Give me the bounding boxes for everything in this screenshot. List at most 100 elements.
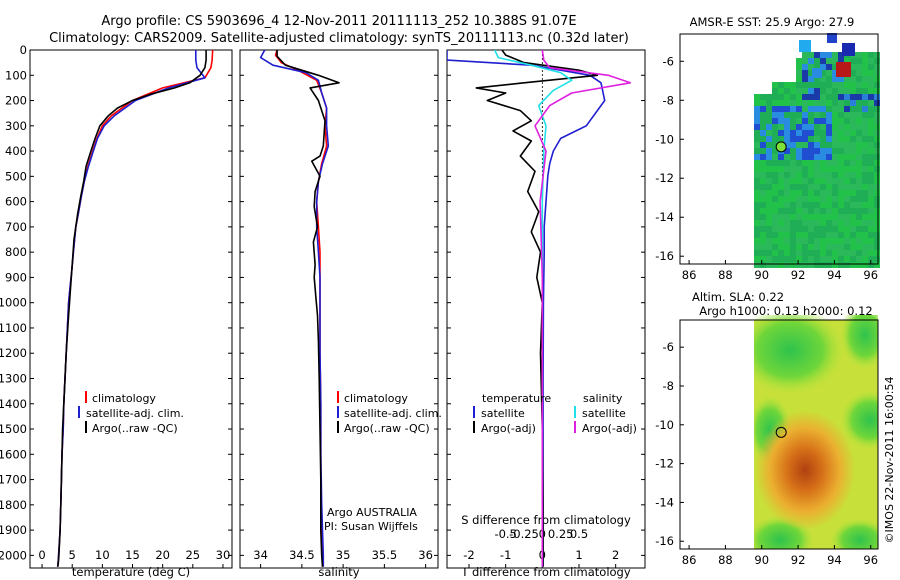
sst-cell <box>766 256 772 262</box>
sst-cell <box>820 76 826 82</box>
sst-cell <box>836 62 851 77</box>
sst-cell <box>850 178 856 184</box>
sst-cell <box>856 58 862 64</box>
sst-cell <box>808 112 814 118</box>
sst-cell <box>760 190 766 196</box>
sst-cell <box>784 190 790 196</box>
map-x-tick-label: 88 <box>718 268 733 282</box>
sst-cell <box>772 100 778 106</box>
sst-cell <box>874 148 880 154</box>
sst-cell <box>802 58 808 64</box>
annotation-program: Argo AUSTRALIA <box>327 506 417 519</box>
sst-cell <box>772 148 778 154</box>
sst-cell <box>832 190 838 196</box>
sst-cell <box>760 166 766 172</box>
sst-cell <box>772 262 778 268</box>
sst-cell <box>844 154 850 160</box>
sst-cell <box>850 226 856 232</box>
sst-cell <box>778 208 784 214</box>
sst-cell <box>766 262 772 268</box>
sst-cell <box>784 244 790 250</box>
sst-cell <box>784 88 790 94</box>
sla-map-y-ticks: -6 -8 -10 -12 -14 -16 <box>655 340 684 548</box>
sst-cell <box>856 118 862 124</box>
sst-cell <box>802 88 808 94</box>
sst-cell <box>832 238 838 244</box>
sst-cell <box>874 238 880 244</box>
depth-tick-label: 1800 <box>0 498 27 512</box>
sst-cell <box>844 202 850 208</box>
sst-cell <box>808 196 814 202</box>
sst-cell <box>868 148 874 154</box>
sst-cell <box>760 214 766 220</box>
sst-cell <box>784 94 790 100</box>
x-tick-label: 34.5 <box>289 548 315 562</box>
sst-cell <box>778 226 784 232</box>
sst-cell <box>802 256 808 262</box>
sst-cell <box>802 232 808 238</box>
sst-cell <box>808 166 814 172</box>
sst-cell <box>766 220 772 226</box>
sst-cell <box>838 148 844 154</box>
sst-cell <box>802 172 808 178</box>
sst-cell <box>832 172 838 178</box>
sst-cell <box>778 262 784 268</box>
sst-cell <box>832 196 838 202</box>
sst-cell <box>820 82 826 88</box>
sst-cell <box>808 250 814 256</box>
sst-cell <box>856 256 862 262</box>
sst-cell <box>796 100 802 106</box>
sst-cell <box>838 220 844 226</box>
depth-tick-label: 400 <box>5 144 27 158</box>
sst-cell <box>844 100 850 106</box>
difference-salinity-legend: salinity satellite Argo(-adj) <box>574 392 637 435</box>
sst-cell <box>796 178 802 184</box>
legend-s-argo: Argo(-adj) <box>582 422 637 435</box>
sst-cell <box>790 208 796 214</box>
sst-cell <box>796 208 802 214</box>
sst-cell <box>844 166 850 172</box>
sst-cell <box>808 94 814 100</box>
sst-cell <box>856 82 862 88</box>
sst-cell <box>844 172 850 178</box>
sst-cell <box>790 238 796 244</box>
sst-cell <box>850 124 856 130</box>
sst-cell <box>826 112 832 118</box>
sst-cell <box>844 256 850 262</box>
sst-cell <box>844 232 850 238</box>
sst-cell <box>868 142 874 148</box>
sst-cell <box>790 256 796 262</box>
sst-cell <box>842 43 855 56</box>
sst-cell <box>856 64 862 70</box>
sst-cell <box>820 262 826 268</box>
sst-cell <box>814 100 820 106</box>
sst-cell <box>856 262 862 268</box>
sst-cell <box>760 154 766 160</box>
sst-cell <box>850 202 856 208</box>
sst-cell <box>820 196 826 202</box>
sst-cell <box>808 76 814 82</box>
sst-cell <box>760 184 766 190</box>
sst-cell <box>790 250 796 256</box>
depth-tick-label: 800 <box>5 245 27 259</box>
sst-cell <box>766 214 772 220</box>
sst-cell <box>838 226 844 232</box>
x-tick-label: 35.5 <box>372 548 398 562</box>
sst-cell <box>856 202 862 208</box>
sst-cell <box>868 88 874 94</box>
sst-cell <box>820 256 826 262</box>
sst-cell <box>850 190 856 196</box>
sst-cell <box>772 172 778 178</box>
sst-cell <box>790 112 796 118</box>
sst-cell <box>784 196 790 202</box>
sst-cell <box>850 172 856 178</box>
sst-cell <box>766 100 772 106</box>
sst-cell <box>814 82 820 88</box>
sst-cell <box>784 232 790 238</box>
sst-cell <box>772 178 778 184</box>
sst-cell <box>790 166 796 172</box>
depth-tick-label: 600 <box>5 195 27 209</box>
sst-cell <box>796 130 802 136</box>
sst-cell <box>832 70 838 76</box>
sst-cell <box>868 190 874 196</box>
